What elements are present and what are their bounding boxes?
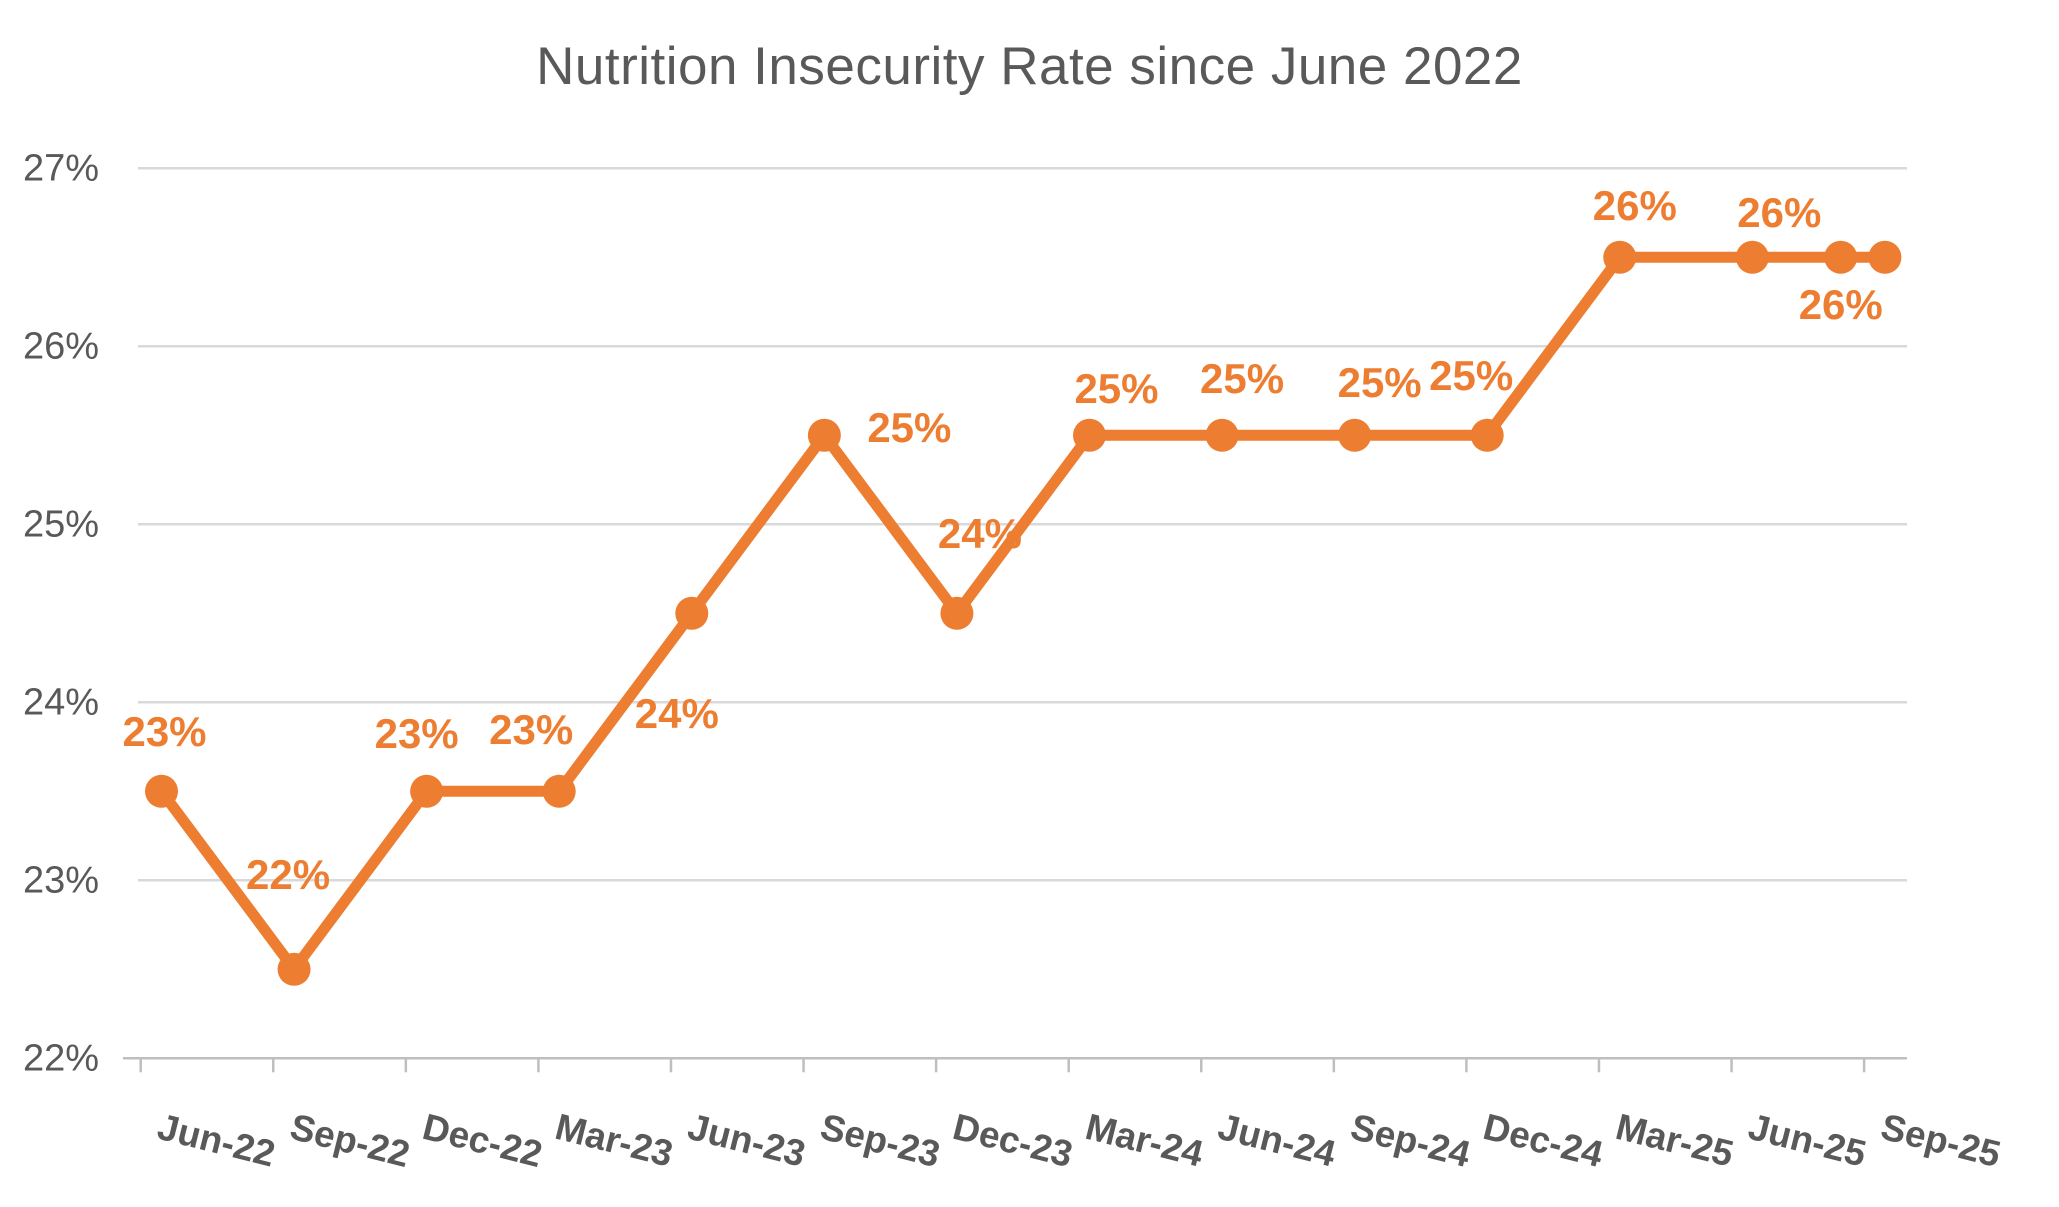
data-label: 22% [246, 851, 330, 898]
x-axis-label: Dec-23 [949, 1106, 1077, 1175]
data-point-marker [940, 596, 974, 630]
x-axis-label: Jun-24 [1214, 1106, 1340, 1175]
x-axis-label: Dec-22 [419, 1106, 547, 1175]
data-point-marker [277, 952, 311, 986]
data-point-marker [542, 774, 576, 808]
data-label: 25% [1429, 352, 1513, 399]
y-axis-label: 27% [23, 147, 99, 189]
data-label: 25% [1338, 359, 1422, 406]
data-label: 23% [122, 708, 206, 755]
y-axis-label: 26% [23, 325, 99, 367]
data-label: 26% [1737, 189, 1821, 236]
data-label: 26% [1593, 182, 1677, 229]
data-label: 23% [375, 710, 459, 757]
data-point-marker [145, 774, 178, 808]
y-axis-label: 25% [23, 503, 99, 545]
y-axis-label: 22% [23, 1037, 99, 1079]
x-axis-label: Sep-25 [1877, 1106, 2005, 1175]
x-axis-label: Jun-25 [1744, 1106, 1870, 1175]
x-axis-label: Sep-24 [1347, 1106, 1475, 1175]
data-point-marker [1824, 240, 1858, 274]
data-point-marker [1338, 418, 1372, 452]
trend-line [156, 251, 1891, 975]
data-point-marker [807, 418, 841, 452]
data-label: 25% [1074, 365, 1158, 412]
data-point-marker [1072, 418, 1106, 452]
data-point-marker [675, 596, 709, 630]
data-point-marker [1735, 240, 1769, 274]
chart-title: Nutrition Insecurity Rate since June 202… [536, 37, 1523, 96]
data-label: 26% [1799, 281, 1883, 328]
data-point-marker [1868, 240, 1902, 274]
data-label: 25% [1200, 355, 1284, 402]
data-point-marker [1470, 418, 1504, 452]
x-axis-label: Mar-25 [1612, 1106, 1738, 1175]
data-label: 24% [635, 690, 719, 737]
data-label: 23% [489, 706, 573, 753]
x-axis-label: Sep-22 [286, 1106, 414, 1175]
x-axis-label: Jun-22 [154, 1106, 280, 1175]
data-label: 24% [938, 510, 1022, 557]
x-axis-label: Dec-24 [1479, 1106, 1607, 1175]
x-axis-label: Mar-23 [551, 1106, 677, 1175]
y-axis-label: 24% [23, 681, 99, 723]
data-point-marker [1603, 240, 1637, 274]
data-point-marker [1205, 418, 1239, 452]
data-point-marker [410, 774, 444, 808]
x-axis-label: Mar-24 [1082, 1106, 1208, 1175]
data-label: 25% [867, 404, 951, 451]
x-axis-label: Jun-23 [684, 1106, 810, 1175]
y-axis-label: 23% [23, 859, 99, 901]
x-axis-label: Sep-23 [816, 1106, 944, 1175]
